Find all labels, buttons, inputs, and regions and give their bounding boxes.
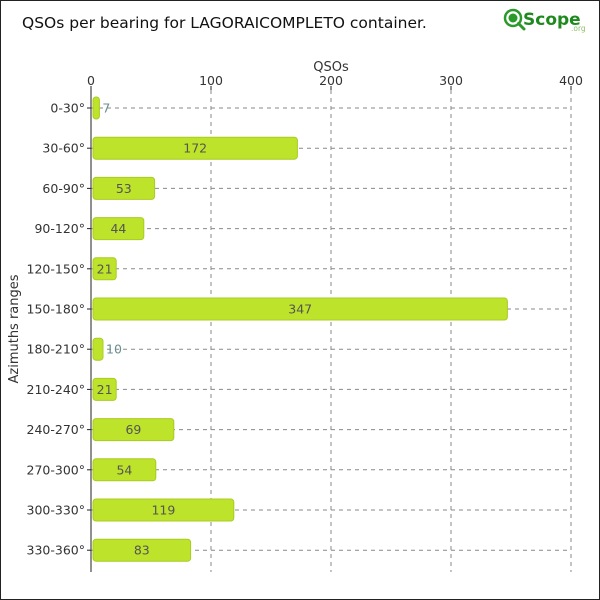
- bar-value-label: 10: [106, 342, 122, 357]
- qscope-logo: Scope .org: [503, 8, 586, 33]
- magnifier-globe-icon: [503, 8, 526, 31]
- bar: [92, 418, 175, 442]
- y-tick-label: 150-180°: [27, 302, 85, 317]
- y-tick-label: 330-360°: [27, 543, 85, 558]
- bar: [92, 498, 235, 522]
- y-tick-label: 60-90°: [42, 181, 85, 196]
- y-tick-label: 180-210°: [27, 342, 85, 357]
- y-tick-label: 270-300°: [27, 462, 85, 477]
- bar: [92, 377, 117, 401]
- bar: [92, 257, 117, 281]
- y-tick-labels: 0-30° 30-60° 60-90° 90-120° 120-150° 150-180°…: [27, 101, 91, 558]
- bar: [92, 176, 156, 200]
- bars: [92, 96, 508, 562]
- logo-suffix: .org: [571, 24, 586, 33]
- bar-value-labels: 7 172 53 44 21 347 10 21 69 54 119 83: [97, 101, 312, 558]
- x-tick-label: 300: [439, 73, 463, 88]
- x-tick-label: 200: [319, 73, 343, 88]
- y-tick-label: 240-270°: [27, 422, 85, 437]
- y-tick-label: 300-330°: [27, 503, 85, 518]
- bar: [92, 337, 104, 361]
- bar: [92, 458, 157, 482]
- x-tick-labels: 0 100 200 300 400: [87, 73, 583, 90]
- chart-title: QSOs per bearing for LAGORAICOMPLETO con…: [22, 14, 427, 32]
- bar-value-label: 53: [116, 181, 132, 196]
- bar: [92, 96, 100, 120]
- bar: [92, 538, 192, 562]
- bar-value-label: 69: [125, 422, 141, 437]
- x-tick-label: 0: [87, 73, 95, 88]
- bar-value-label: 7: [102, 101, 110, 116]
- bar-value-label: 347: [288, 302, 312, 317]
- x-axis-label: QSOs: [313, 60, 349, 75]
- y-tick-label: 30-60°: [42, 141, 85, 156]
- y-tick-label: 120-150°: [27, 261, 85, 276]
- bar-value-label: 119: [151, 503, 175, 518]
- x-tick-label: 100: [199, 73, 223, 88]
- bar-value-label: 44: [110, 221, 126, 236]
- bar-value-label: 54: [116, 462, 132, 477]
- y-tick-label: 0-30°: [50, 101, 85, 116]
- bar: [92, 297, 508, 321]
- bar: [92, 136, 298, 160]
- y-tick-label: 210-240°: [27, 382, 85, 397]
- y-tick-label: 90-120°: [34, 221, 85, 236]
- bar-value-label: 21: [97, 382, 113, 397]
- bar-value-label: 172: [183, 141, 207, 156]
- bar-value-label: 21: [97, 261, 113, 276]
- logo-text: Scope: [523, 10, 581, 30]
- y-axis-label: Azimuths ranges: [7, 274, 22, 383]
- bar-value-label: 83: [134, 543, 150, 558]
- x-tick-label: 400: [559, 73, 583, 88]
- bar: [92, 217, 145, 241]
